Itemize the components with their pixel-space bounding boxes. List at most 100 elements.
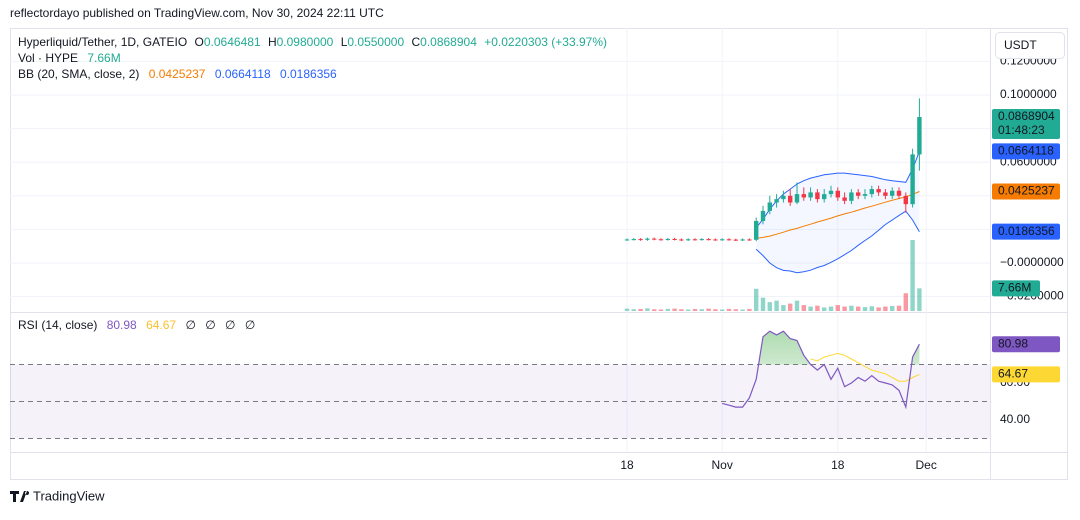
volume-bar: [828, 306, 834, 311]
rsi-tag: 80.98: [998, 336, 1028, 350]
volume-bar: [706, 308, 711, 311]
volume-value: 7.66M: [87, 51, 120, 65]
volume-bar: [631, 309, 636, 311]
candle-body: [686, 239, 691, 241]
ohlc-key: C: [411, 35, 420, 49]
candle-body: [896, 190, 902, 196]
volume-bar: [760, 297, 766, 311]
rsi-tag-box: [992, 336, 1060, 353]
last-price-tag-box: [992, 109, 1060, 140]
ohlc-value: 0.0868904: [420, 35, 477, 49]
volume-label: Vol · HYPE: [18, 51, 78, 65]
candle-body: [692, 239, 698, 241]
currency-button-box[interactable]: [995, 32, 1065, 59]
volume-bar: [645, 308, 650, 311]
candle-body: [631, 239, 636, 241]
candle-body: [856, 192, 861, 196]
brand[interactable]: TradingView: [33, 488, 105, 503]
x-tick-label: 18: [620, 458, 634, 472]
rsi-overbought-fill: [758, 331, 920, 365]
volume-bar: [788, 303, 793, 311]
volume-bar: [638, 308, 643, 311]
candle-body: [665, 238, 670, 240]
ohlc-key: L: [341, 35, 348, 49]
plot-layer: 0.12000000.10000000.08000000.06000000.04…: [10, 28, 1064, 472]
footer-logo[interactable]: TradingView: [10, 488, 105, 503]
volume-bar: [699, 309, 704, 311]
symbol: Hyperliquid/Tether, 1D, GATEIO: [18, 35, 187, 49]
candle-body: [883, 192, 888, 196]
candle-body: [706, 239, 711, 241]
bb-upper-tag-box: [992, 143, 1060, 160]
bb-upper-tag: 0.0664118: [998, 144, 1054, 158]
volume-bar: [692, 308, 698, 311]
change: +0.0220303 (+33.97%): [484, 35, 607, 49]
volume-bar: [720, 309, 725, 311]
candle-body: [788, 195, 793, 203]
candle-body: [645, 238, 650, 240]
volume-bar: [747, 308, 752, 311]
volume-bar: [903, 293, 908, 311]
rsi-value: ∅: [225, 318, 235, 332]
candle-body: [903, 195, 908, 205]
volume-bar: [815, 305, 820, 311]
publisher-line: reflectordayo published on TradingView.c…: [10, 6, 384, 20]
candle-body: [726, 239, 732, 241]
bb-line: [755, 210, 920, 274]
volume-bar: [883, 306, 888, 311]
candle-body: [767, 202, 772, 211]
candle-body: [910, 154, 915, 205]
logo-icon[interactable]: [10, 491, 30, 502]
rsi-value: ∅: [185, 318, 195, 332]
rsi-value: 64.67: [146, 318, 176, 332]
volume-bar: [862, 307, 868, 311]
volume-bar: [890, 305, 895, 311]
currency-button[interactable]: USDT: [995, 32, 1065, 59]
volume-bar: [652, 309, 657, 311]
y-tick-label: −0.0000000: [1000, 255, 1064, 269]
rsi-value: ∅: [205, 318, 215, 332]
candle-body: [774, 199, 779, 203]
bb-middle-line: [756, 191, 920, 239]
rsi-tick-label: 40.00: [1000, 412, 1030, 426]
candle-body: [781, 195, 786, 200]
volume-bar: [624, 308, 630, 311]
candle-body: [760, 210, 766, 221]
last-price-tag: 0.0868904: [998, 109, 1055, 123]
candle-body: [862, 194, 868, 196]
rsi-ma-tag: 64.67: [998, 367, 1028, 381]
volume-bar: [740, 309, 745, 311]
volume-bar: [835, 305, 840, 311]
candle-body: [658, 239, 664, 241]
rsi-value: 80.98: [107, 318, 137, 332]
volume-bar: [686, 309, 691, 311]
candle-body: [828, 190, 834, 195]
ohlc-key: O: [195, 35, 204, 49]
currency-button-label[interactable]: USDT: [1004, 38, 1037, 52]
bb-lower-tag: 0.0186356: [998, 224, 1055, 238]
rsi-overbought-group: [758, 331, 920, 365]
bb-value: 0.0186356: [280, 67, 337, 81]
volume-bar: [842, 306, 847, 311]
volume-bar: [726, 308, 732, 311]
candle-body: [835, 190, 840, 198]
x-tick-label: 18: [831, 458, 845, 472]
candle-body: [801, 194, 806, 198]
volume-bar: [856, 306, 861, 311]
candle-body: [794, 194, 800, 203]
x-tick-label: Dec: [916, 458, 937, 472]
candle-body: [624, 239, 630, 241]
volume-bar: [822, 307, 827, 311]
candle-body: [713, 239, 718, 241]
bb-fill: [756, 151, 920, 273]
countdown: 01:48:23: [998, 123, 1045, 137]
ohlc-value: 0.0646481: [204, 35, 261, 49]
volume-bar: [801, 305, 806, 311]
rsi-label: RSI (14, close): [18, 318, 97, 332]
chart-frame: [10, 28, 1068, 480]
volume-bar: [794, 300, 800, 311]
legend-rsi: RSI (14, close) 80.98 64.67 ∅ ∅ ∅ ∅: [18, 318, 255, 332]
candle-body: [808, 192, 813, 198]
candle-body: [876, 189, 881, 193]
